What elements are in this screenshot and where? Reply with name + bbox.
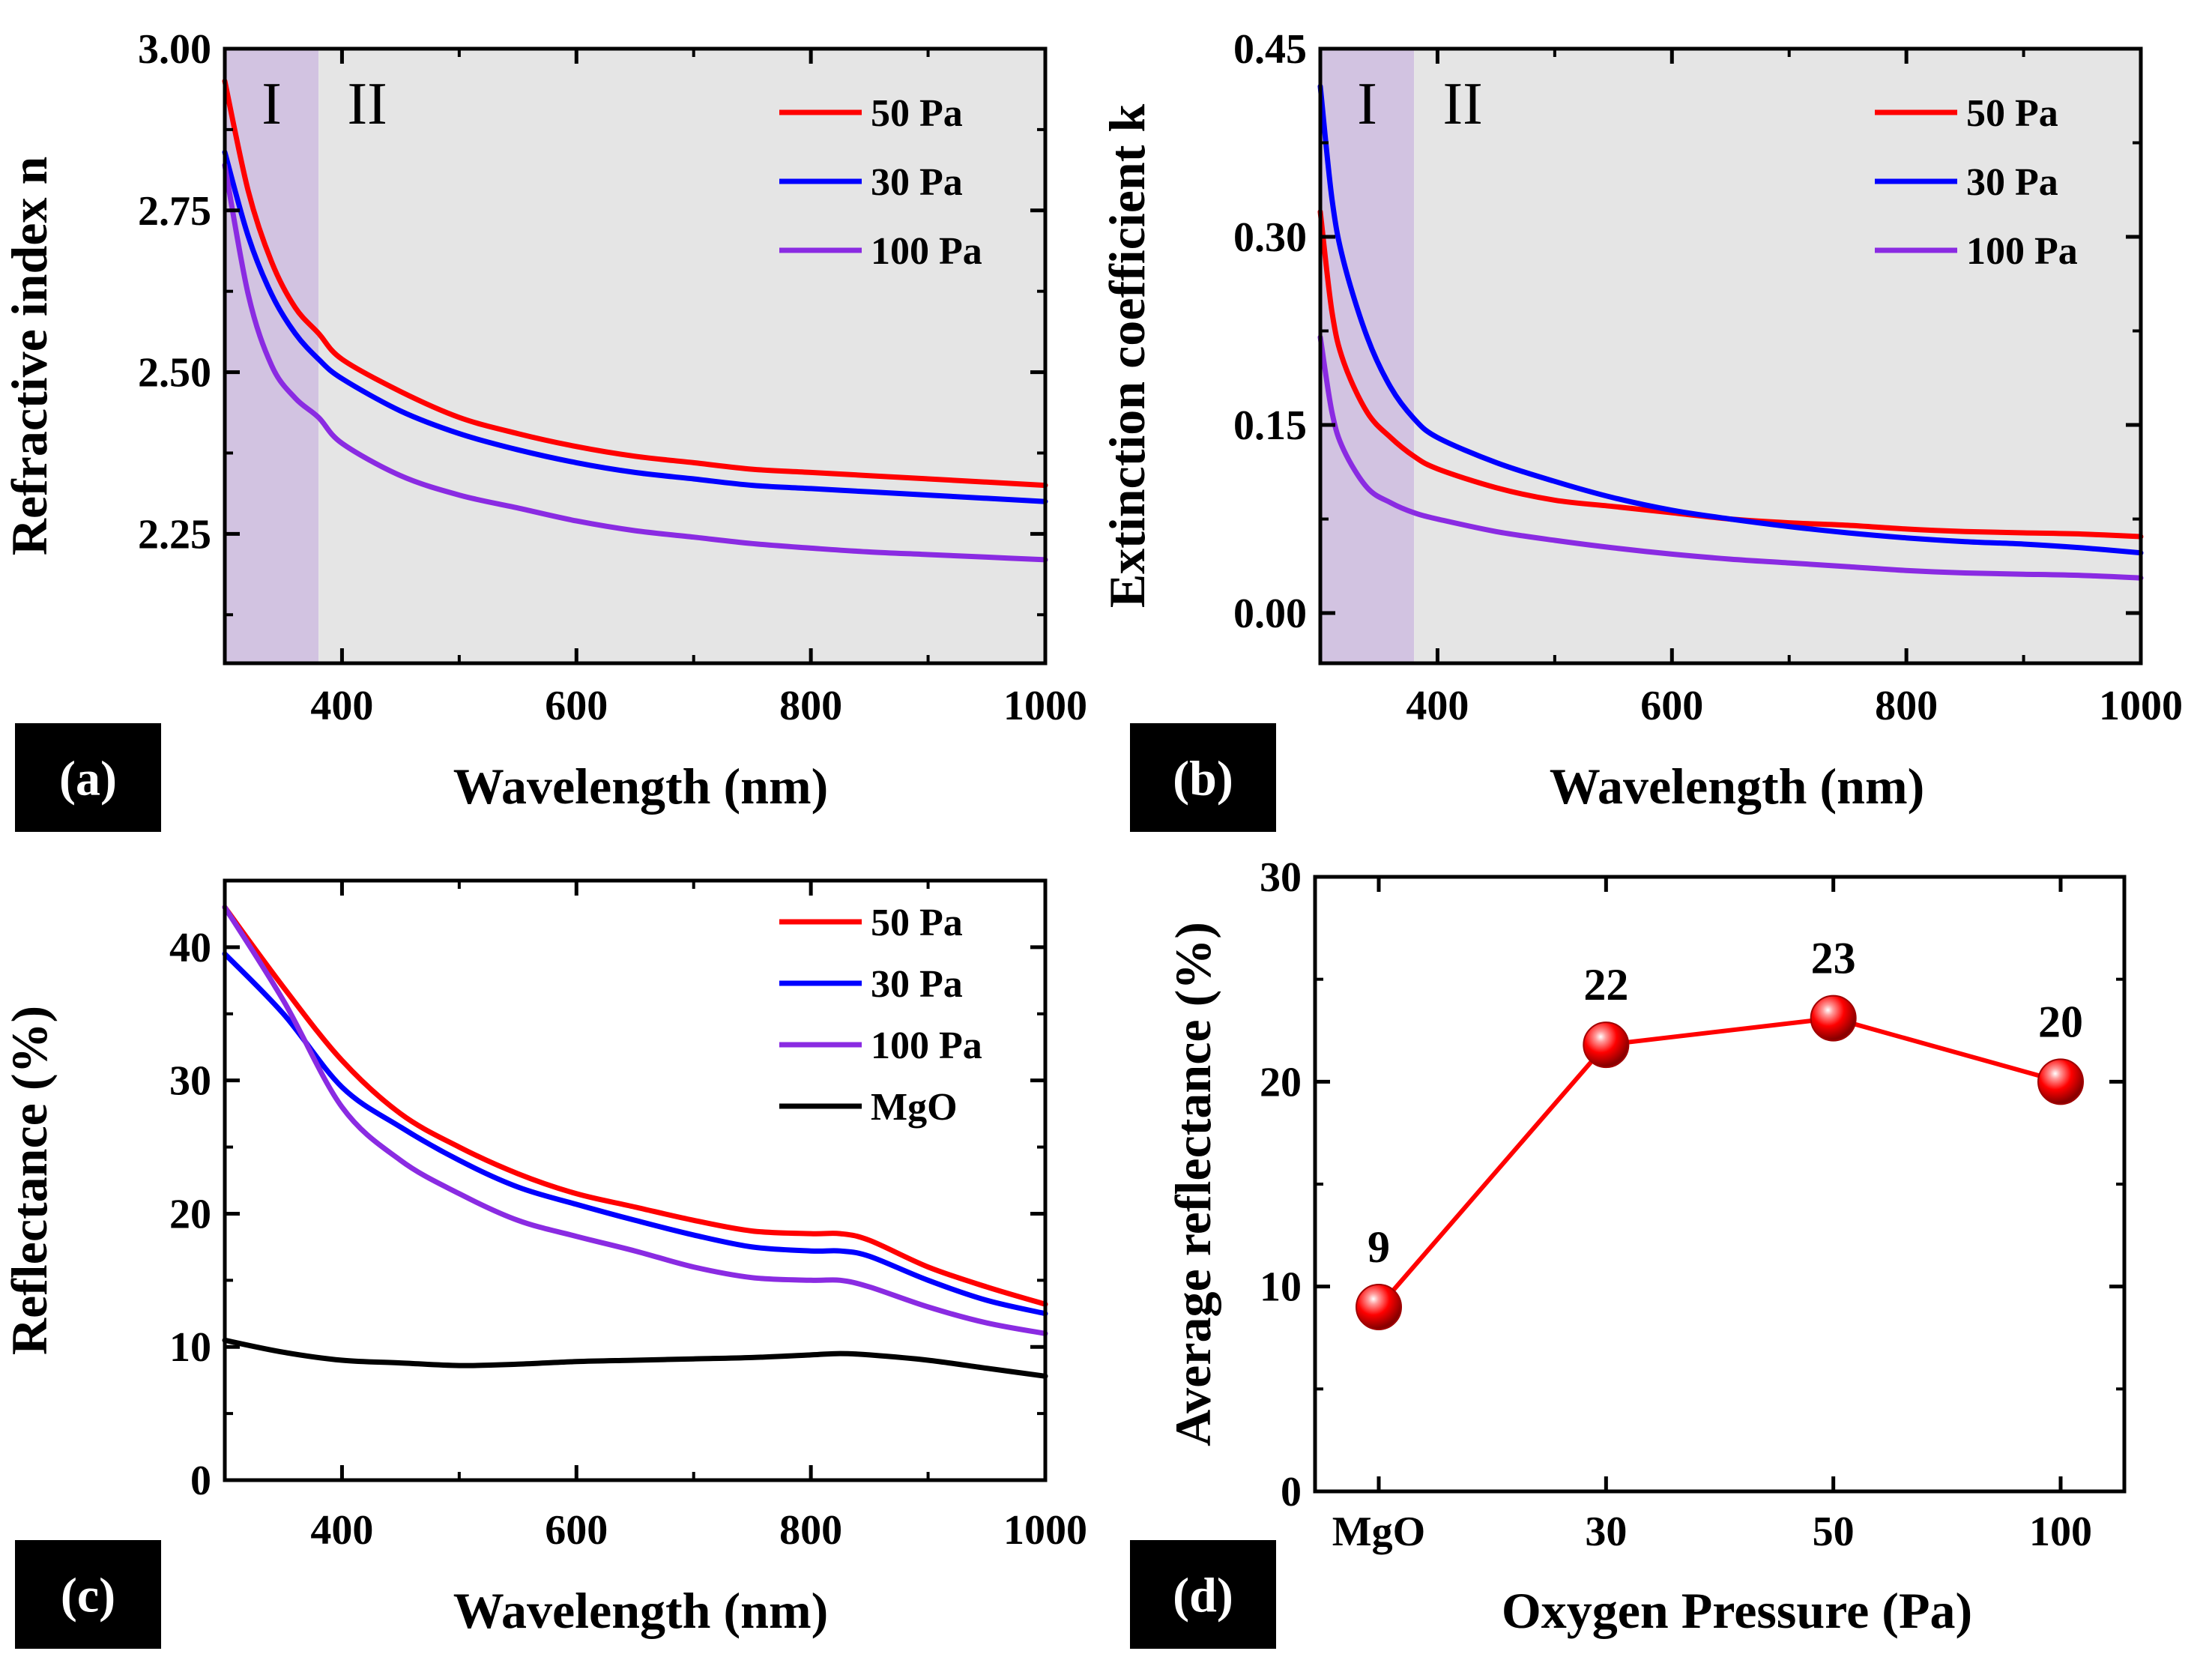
- plot-frame: [223, 46, 1048, 666]
- y-tick-label: 0.15: [1233, 402, 1307, 449]
- y-tick-label: 0: [190, 1458, 211, 1504]
- panel-label-box: [1130, 723, 1276, 832]
- x-axis-title: Wavelength (nm): [1550, 758, 1925, 815]
- x-tick-label: MgO: [1332, 1509, 1425, 1555]
- panel-label-box: [1130, 1540, 1276, 1649]
- y-tick-label: 20: [1260, 1059, 1302, 1105]
- legend-label-mgo: MgO: [871, 1086, 958, 1129]
- series-line-100-pa: [222, 162, 1048, 563]
- plot-frame: [1318, 46, 2143, 666]
- y-axis-title: Extinction coefficient k: [1099, 104, 1155, 609]
- legend-label-50-pa: 50 Pa: [871, 902, 963, 944]
- data-point-mgo: [1356, 1284, 1402, 1330]
- legend-label-30-pa: 30 Pa: [1966, 161, 2058, 204]
- y-tick-label: 3.00: [138, 26, 211, 73]
- panel-label: (a): [59, 752, 117, 806]
- series-line-50-pa: [222, 905, 1048, 1307]
- y-tick-label: 10: [169, 1324, 211, 1371]
- plot-frame: [1313, 875, 2127, 1494]
- legend-label-30-pa: 30 Pa: [871, 161, 963, 204]
- panel-c: 50 Pa 30 Pa 100 Pa MgO 400 600 800 1000 0 10 20 30 4…: [1, 878, 1087, 1649]
- series-line-50-pa: [222, 78, 1048, 489]
- series-line-50-pa: [1317, 209, 2144, 540]
- y-tick-label: 0.00: [1233, 591, 1307, 637]
- region-i-label: I: [1357, 71, 1377, 137]
- panel-label-box: [15, 723, 161, 832]
- x-tick-label: 30: [1585, 1509, 1627, 1555]
- data-label-30: 22: [1583, 960, 1628, 1009]
- x-tick-label: 1000: [1003, 1507, 1087, 1554]
- y-axis-title: Refractive index n: [1, 157, 58, 556]
- region-ii-label: II: [1443, 71, 1483, 137]
- x-tick-label: 600: [545, 683, 608, 729]
- panel-d: 9 22 23 20 MgO 30 50 100 0 10 20 30 Average reflecta…: [1130, 854, 2127, 1649]
- series-line-30-pa: [1317, 83, 2144, 556]
- x-axis-title: Wavelength (nm): [453, 758, 829, 815]
- panel-label-box: [15, 1540, 161, 1649]
- x-tick-label: 400: [310, 683, 373, 729]
- legend-label-30-pa: 30 Pa: [871, 963, 963, 1006]
- region-ii-label: II: [348, 71, 387, 137]
- legend-label-100-pa: 100 Pa: [871, 1024, 982, 1067]
- x-tick-label: 100: [2029, 1509, 2092, 1555]
- data-label-100: 20: [2038, 997, 2083, 1046]
- region-ii-shade: [318, 49, 1046, 663]
- data-label-50: 23: [1811, 934, 1856, 983]
- series-line-100-pa: [1317, 334, 2144, 581]
- x-tick-label: 600: [1640, 683, 1703, 729]
- x-tick-label: 400: [310, 1507, 373, 1554]
- region-i-shade: [1320, 49, 1415, 663]
- legend-label-100-pa: 100 Pa: [871, 230, 982, 273]
- y-tick-label: 10: [1260, 1264, 1302, 1311]
- y-tick-label: 30: [169, 1058, 211, 1105]
- y-tick-label: 2.25: [138, 511, 211, 558]
- x-tick-label: 800: [779, 1507, 842, 1554]
- region-ii-shade: [1414, 49, 2141, 663]
- data-point-50: [1810, 995, 1857, 1042]
- series-line-30-pa: [222, 149, 1048, 504]
- x-tick-label: 1000: [2099, 683, 2183, 729]
- panel-label: (d): [1173, 1569, 1233, 1623]
- x-tick-label: 800: [1875, 683, 1938, 729]
- y-tick-label: 40: [169, 925, 211, 971]
- data-label-mgo: 9: [1368, 1222, 1390, 1272]
- y-axis-title: Reflectance (%): [1, 1006, 58, 1355]
- y-tick-label: 30: [1260, 854, 1302, 901]
- x-tick-label: 600: [545, 1507, 608, 1554]
- series-line-30-pa: [222, 951, 1048, 1317]
- legend-label-50-pa: 50 Pa: [871, 92, 963, 135]
- series-line-mgo: [222, 1337, 1048, 1379]
- x-tick-label: 1000: [1003, 683, 1087, 729]
- series-line-100-pa: [222, 905, 1048, 1336]
- panel-label: (b): [1173, 752, 1233, 806]
- y-tick-label: 2.75: [138, 188, 211, 235]
- y-tick-label: 0: [1281, 1469, 1302, 1515]
- legend-label-50-pa: 50 Pa: [1966, 92, 2058, 135]
- data-point-30: [1583, 1021, 1630, 1069]
- x-tick-label: 50: [1813, 1509, 1855, 1555]
- x-tick-label: 400: [1406, 683, 1469, 729]
- y-tick-label: 2.50: [138, 350, 211, 396]
- x-tick-label: 800: [779, 683, 842, 729]
- region-i-label: I: [262, 71, 282, 137]
- data-point-100: [2037, 1058, 2084, 1105]
- plot-frame: [223, 878, 1048, 1482]
- x-axis-title: Wavelength (nm): [453, 1582, 829, 1639]
- legend-label-100-pa: 100 Pa: [1966, 230, 2078, 273]
- series-line: [1377, 1015, 2061, 1309]
- x-axis-title: Oxygen Pressure (Pa): [1502, 1582, 1972, 1639]
- y-axis-title: Average reflectance (%): [1164, 922, 1221, 1446]
- y-tick-label: 20: [169, 1191, 211, 1237]
- y-tick-label: 0.45: [1233, 26, 1307, 73]
- panel-label: (c): [61, 1569, 115, 1623]
- y-tick-label: 0.30: [1233, 214, 1307, 261]
